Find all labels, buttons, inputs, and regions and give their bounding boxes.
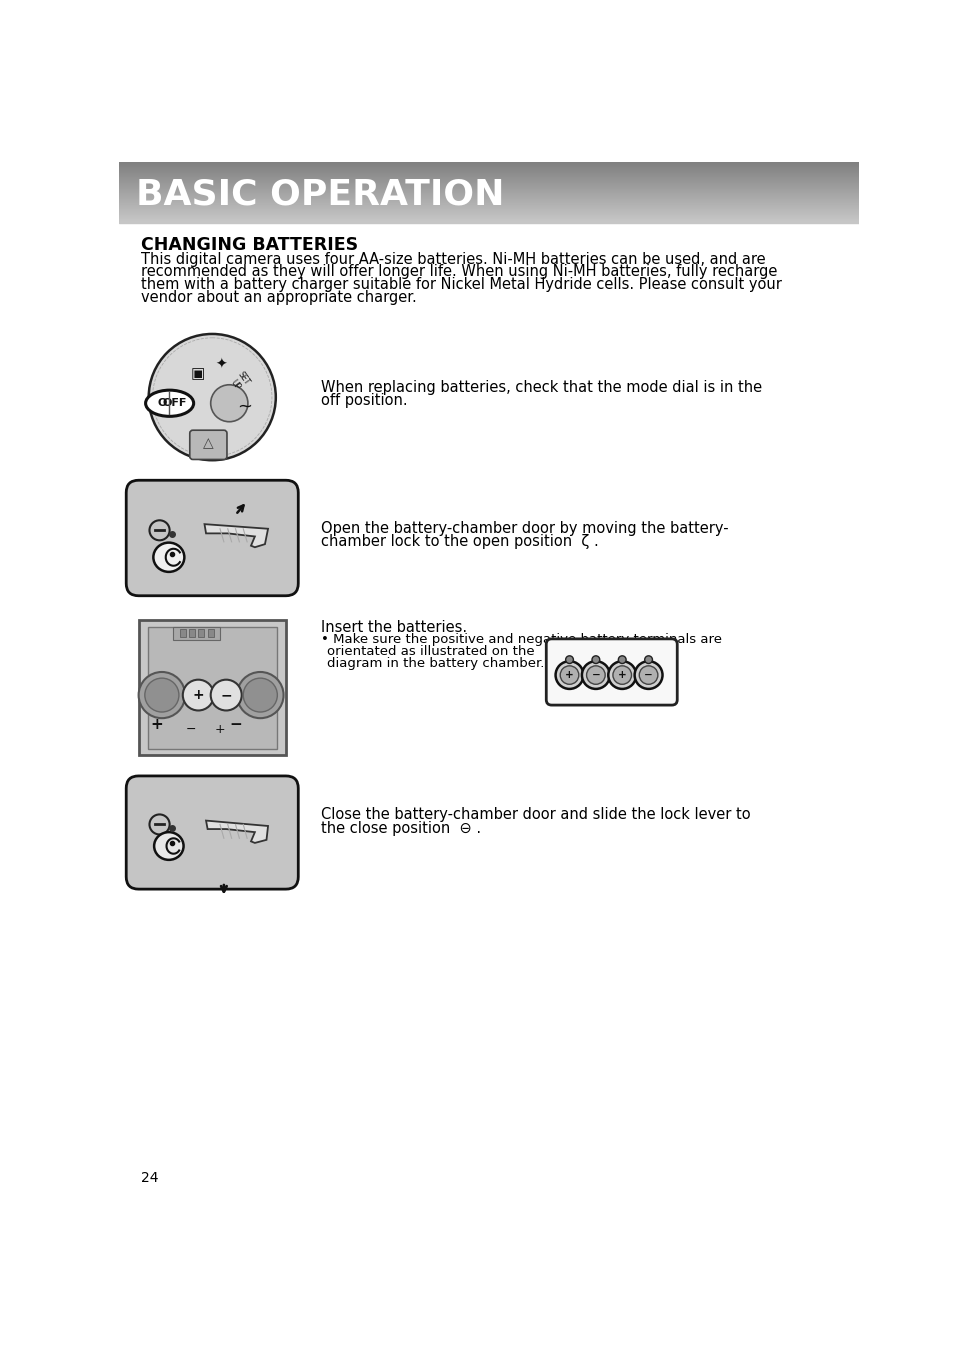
Text: 24: 24 bbox=[141, 1171, 158, 1184]
Text: off position.: off position. bbox=[320, 393, 407, 408]
Bar bbox=[173, 626, 220, 641]
Text: +: + bbox=[193, 688, 204, 702]
Circle shape bbox=[612, 665, 631, 684]
FancyBboxPatch shape bbox=[126, 480, 298, 596]
Text: • Make sure the positive and negative battery terminals are: • Make sure the positive and negative ba… bbox=[320, 633, 721, 646]
Circle shape bbox=[586, 665, 604, 684]
Circle shape bbox=[618, 656, 625, 664]
Ellipse shape bbox=[154, 831, 183, 860]
Bar bbox=[138, 621, 286, 756]
Circle shape bbox=[183, 680, 213, 711]
Text: them with a battery charger suitable for Nickel Metal Hydride cells. Please cons: them with a battery charger suitable for… bbox=[141, 277, 781, 292]
Circle shape bbox=[639, 665, 658, 684]
Circle shape bbox=[592, 656, 599, 664]
Circle shape bbox=[559, 665, 578, 684]
Circle shape bbox=[634, 661, 661, 690]
Text: +: + bbox=[618, 671, 626, 680]
Text: Close the battery-chamber door and slide the lock lever to: Close the battery-chamber door and slide… bbox=[320, 807, 750, 822]
Text: Open the battery-chamber door by moving the battery-: Open the battery-chamber door by moving … bbox=[320, 521, 727, 535]
FancyBboxPatch shape bbox=[190, 430, 227, 460]
Text: +: + bbox=[214, 723, 225, 737]
Text: △: △ bbox=[203, 437, 213, 450]
Text: Insert the batteries.: Insert the batteries. bbox=[320, 619, 466, 634]
Text: OFF: OFF bbox=[163, 399, 187, 408]
Text: recommended as they will offer longer life. When using Ni-MH batteries, fully re: recommended as they will offer longer li… bbox=[141, 264, 777, 280]
Bar bbox=[189, 629, 195, 637]
Ellipse shape bbox=[146, 391, 193, 416]
Text: diagram in the battery chamber.: diagram in the battery chamber. bbox=[327, 657, 544, 671]
Bar bbox=[198, 629, 204, 637]
Circle shape bbox=[211, 680, 241, 711]
Text: vendor about an appropriate charger.: vendor about an appropriate charger. bbox=[141, 289, 416, 304]
Text: +: + bbox=[564, 671, 574, 680]
Circle shape bbox=[555, 661, 583, 690]
Text: orientated as illustrated on the: orientated as illustrated on the bbox=[327, 645, 534, 658]
Text: −: − bbox=[229, 717, 242, 731]
Circle shape bbox=[608, 661, 636, 690]
FancyBboxPatch shape bbox=[126, 776, 298, 890]
Circle shape bbox=[150, 814, 170, 834]
Text: −: − bbox=[185, 723, 195, 737]
Text: When replacing batteries, check that the mode dial is in the: When replacing batteries, check that the… bbox=[320, 380, 761, 395]
Circle shape bbox=[243, 679, 277, 713]
Text: O: O bbox=[157, 399, 167, 408]
Text: chamber lock to the open position  ζ .: chamber lock to the open position ζ . bbox=[320, 534, 598, 549]
Circle shape bbox=[565, 656, 573, 664]
Text: ~: ~ bbox=[237, 397, 252, 415]
Bar bbox=[179, 629, 186, 637]
Polygon shape bbox=[206, 821, 268, 842]
Circle shape bbox=[149, 334, 275, 460]
Text: BASIC OPERATION: BASIC OPERATION bbox=[136, 177, 504, 212]
Ellipse shape bbox=[153, 542, 184, 572]
Circle shape bbox=[138, 672, 185, 718]
Text: the close position  ⊖ .: the close position ⊖ . bbox=[320, 821, 480, 836]
Polygon shape bbox=[204, 525, 268, 548]
Text: −: − bbox=[220, 688, 232, 702]
Text: SET
UP: SET UP bbox=[227, 370, 251, 393]
Circle shape bbox=[145, 679, 179, 713]
Text: −: − bbox=[591, 671, 599, 680]
Bar bbox=[148, 626, 276, 749]
Circle shape bbox=[211, 385, 248, 422]
Text: This digital camera uses four AA-size batteries. Ni-MH batteries can be used, an: This digital camera uses four AA-size ba… bbox=[141, 251, 764, 266]
Bar bbox=[208, 629, 213, 637]
Circle shape bbox=[644, 656, 652, 664]
Text: +: + bbox=[150, 717, 163, 731]
Text: ✦: ✦ bbox=[215, 358, 227, 372]
Circle shape bbox=[581, 661, 609, 690]
FancyBboxPatch shape bbox=[546, 639, 677, 706]
Circle shape bbox=[150, 521, 170, 541]
Text: CHANGING BATTERIES: CHANGING BATTERIES bbox=[141, 237, 357, 254]
Text: ▣: ▣ bbox=[191, 366, 205, 381]
Text: −: − bbox=[643, 671, 652, 680]
Circle shape bbox=[236, 672, 283, 718]
